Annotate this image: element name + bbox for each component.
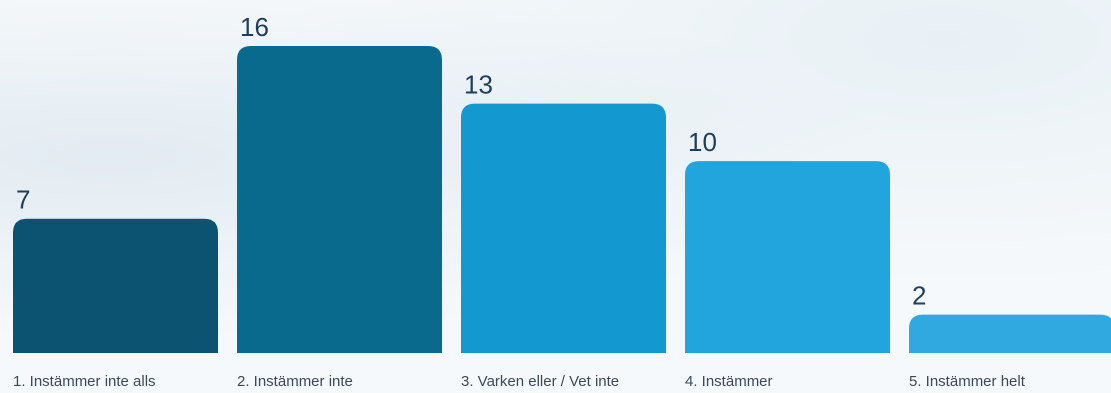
bar-3 (461, 103, 666, 353)
category-label-1: 1. Instämmer inte alls (13, 373, 156, 390)
bar-value-label-1: 7 (16, 185, 30, 215)
bar-value-label-2: 16 (240, 12, 269, 42)
category-label-5: 5. Instämmer helt (909, 373, 1026, 390)
category-label-2: 2. Instämmer inte (237, 373, 353, 390)
bar-value-label-3: 13 (464, 70, 493, 100)
bar-value-label-4: 10 (688, 127, 717, 157)
bar-value-label-5: 2 (912, 281, 926, 311)
bar-1 (13, 218, 218, 353)
category-label-4: 4. Instämmer (685, 373, 773, 390)
bar-2 (237, 46, 442, 353)
bar-4 (685, 161, 890, 353)
category-label-3: 3. Varken eller / Vet inte (461, 373, 619, 390)
bar-5 (909, 314, 1111, 353)
